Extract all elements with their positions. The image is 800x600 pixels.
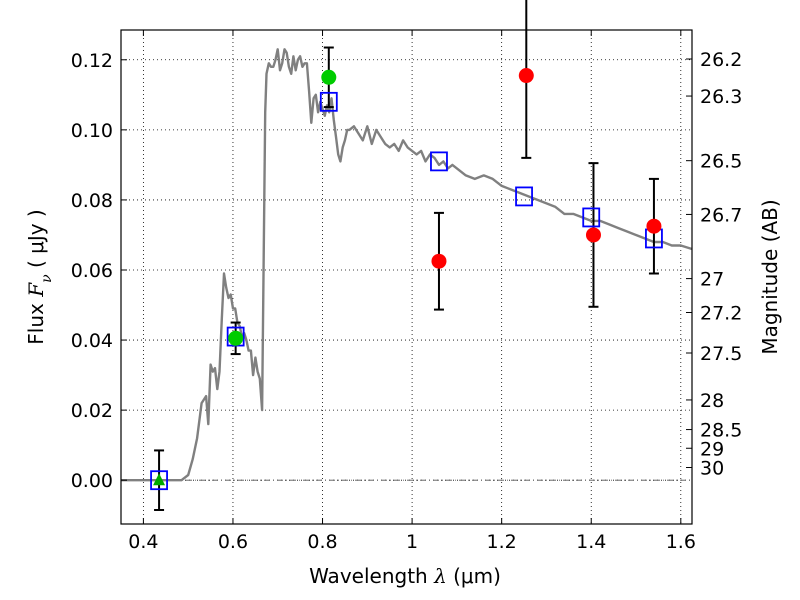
model-square-marker <box>150 470 168 491</box>
x-tick-label: 1.6 <box>666 531 696 553</box>
magnitude-tick-label: 26.7 <box>700 204 742 226</box>
y-axis-label-unit: ( μJy ) <box>24 209 48 274</box>
y-axis-label-subscript: ν <box>39 274 55 283</box>
model-square-marker <box>430 151 448 172</box>
model-square-marker <box>515 186 533 207</box>
x-tick-label: 1.2 <box>487 531 517 553</box>
x-axis-label: Wavelength λ (μm) <box>309 564 501 588</box>
magnitude-tick-label: 26.2 <box>700 49 742 71</box>
x-axis-label-prefix: Wavelength <box>309 564 434 588</box>
x-tick-label: 1.4 <box>576 531 606 553</box>
magnitude-tick-label: 27 <box>700 269 724 291</box>
magnitude-tick-label: 30 <box>700 457 724 479</box>
axis-ticks: 0.4 0.6 0.8 1 1.2 1.4 1.6 0.00 0.02 0.04 0.06 0.08 0… <box>71 30 742 553</box>
magnitude-tick-label: 26.5 <box>700 151 742 173</box>
x-axis-label-unit: (μm) <box>447 564 501 588</box>
magnitude-tick-label: 27.2 <box>700 303 742 325</box>
nir-circle-marker <box>585 227 601 243</box>
y-tick-label: 0.08 <box>71 190 113 212</box>
y-tick-label: 0.02 <box>71 400 113 422</box>
y-tick-label: 0.06 <box>71 260 113 282</box>
magnitude-tick-label: 26.3 <box>700 86 742 108</box>
y-axis-label-symbol: F <box>24 282 48 298</box>
model-square-marker <box>319 91 338 112</box>
y-axis-label: Flux Fν ( μJy ) <box>24 209 55 344</box>
magnitude-tick-label: 28.5 <box>700 420 742 442</box>
y-tick-label: 0.10 <box>71 120 113 142</box>
x-tick-label: 0.6 <box>218 531 248 553</box>
y-tick-label: 0.04 <box>71 330 113 352</box>
nir-circle-marker <box>646 218 662 234</box>
magnitude-tick-label: 29 <box>700 438 724 460</box>
optical-circle-marker <box>321 69 337 85</box>
optical-circle-marker <box>228 330 244 346</box>
x-tick-label: 1 <box>406 531 418 553</box>
nir-circle-marker <box>431 253 447 269</box>
upper-limit-triangle-marker <box>153 473 166 486</box>
y-tick-label: 0.00 <box>71 470 113 492</box>
magnitude-tick-label: 28 <box>700 390 724 412</box>
nir-circle-marker <box>518 68 534 84</box>
plot-frame <box>120 29 693 525</box>
y-tick-label: 0.12 <box>71 50 113 72</box>
x-tick-label: 0.8 <box>307 531 337 553</box>
x-tick-label: 0.4 <box>128 531 158 553</box>
magnitude-axis-label: Magnitude (AB) <box>758 199 782 354</box>
data-markers <box>150 68 663 491</box>
y-axis-label-prefix: Flux <box>24 297 48 345</box>
magnitude-tick-label: 27.5 <box>700 343 742 365</box>
model-square-marker <box>582 207 601 228</box>
x-axis-label-symbol: λ <box>433 564 447 588</box>
